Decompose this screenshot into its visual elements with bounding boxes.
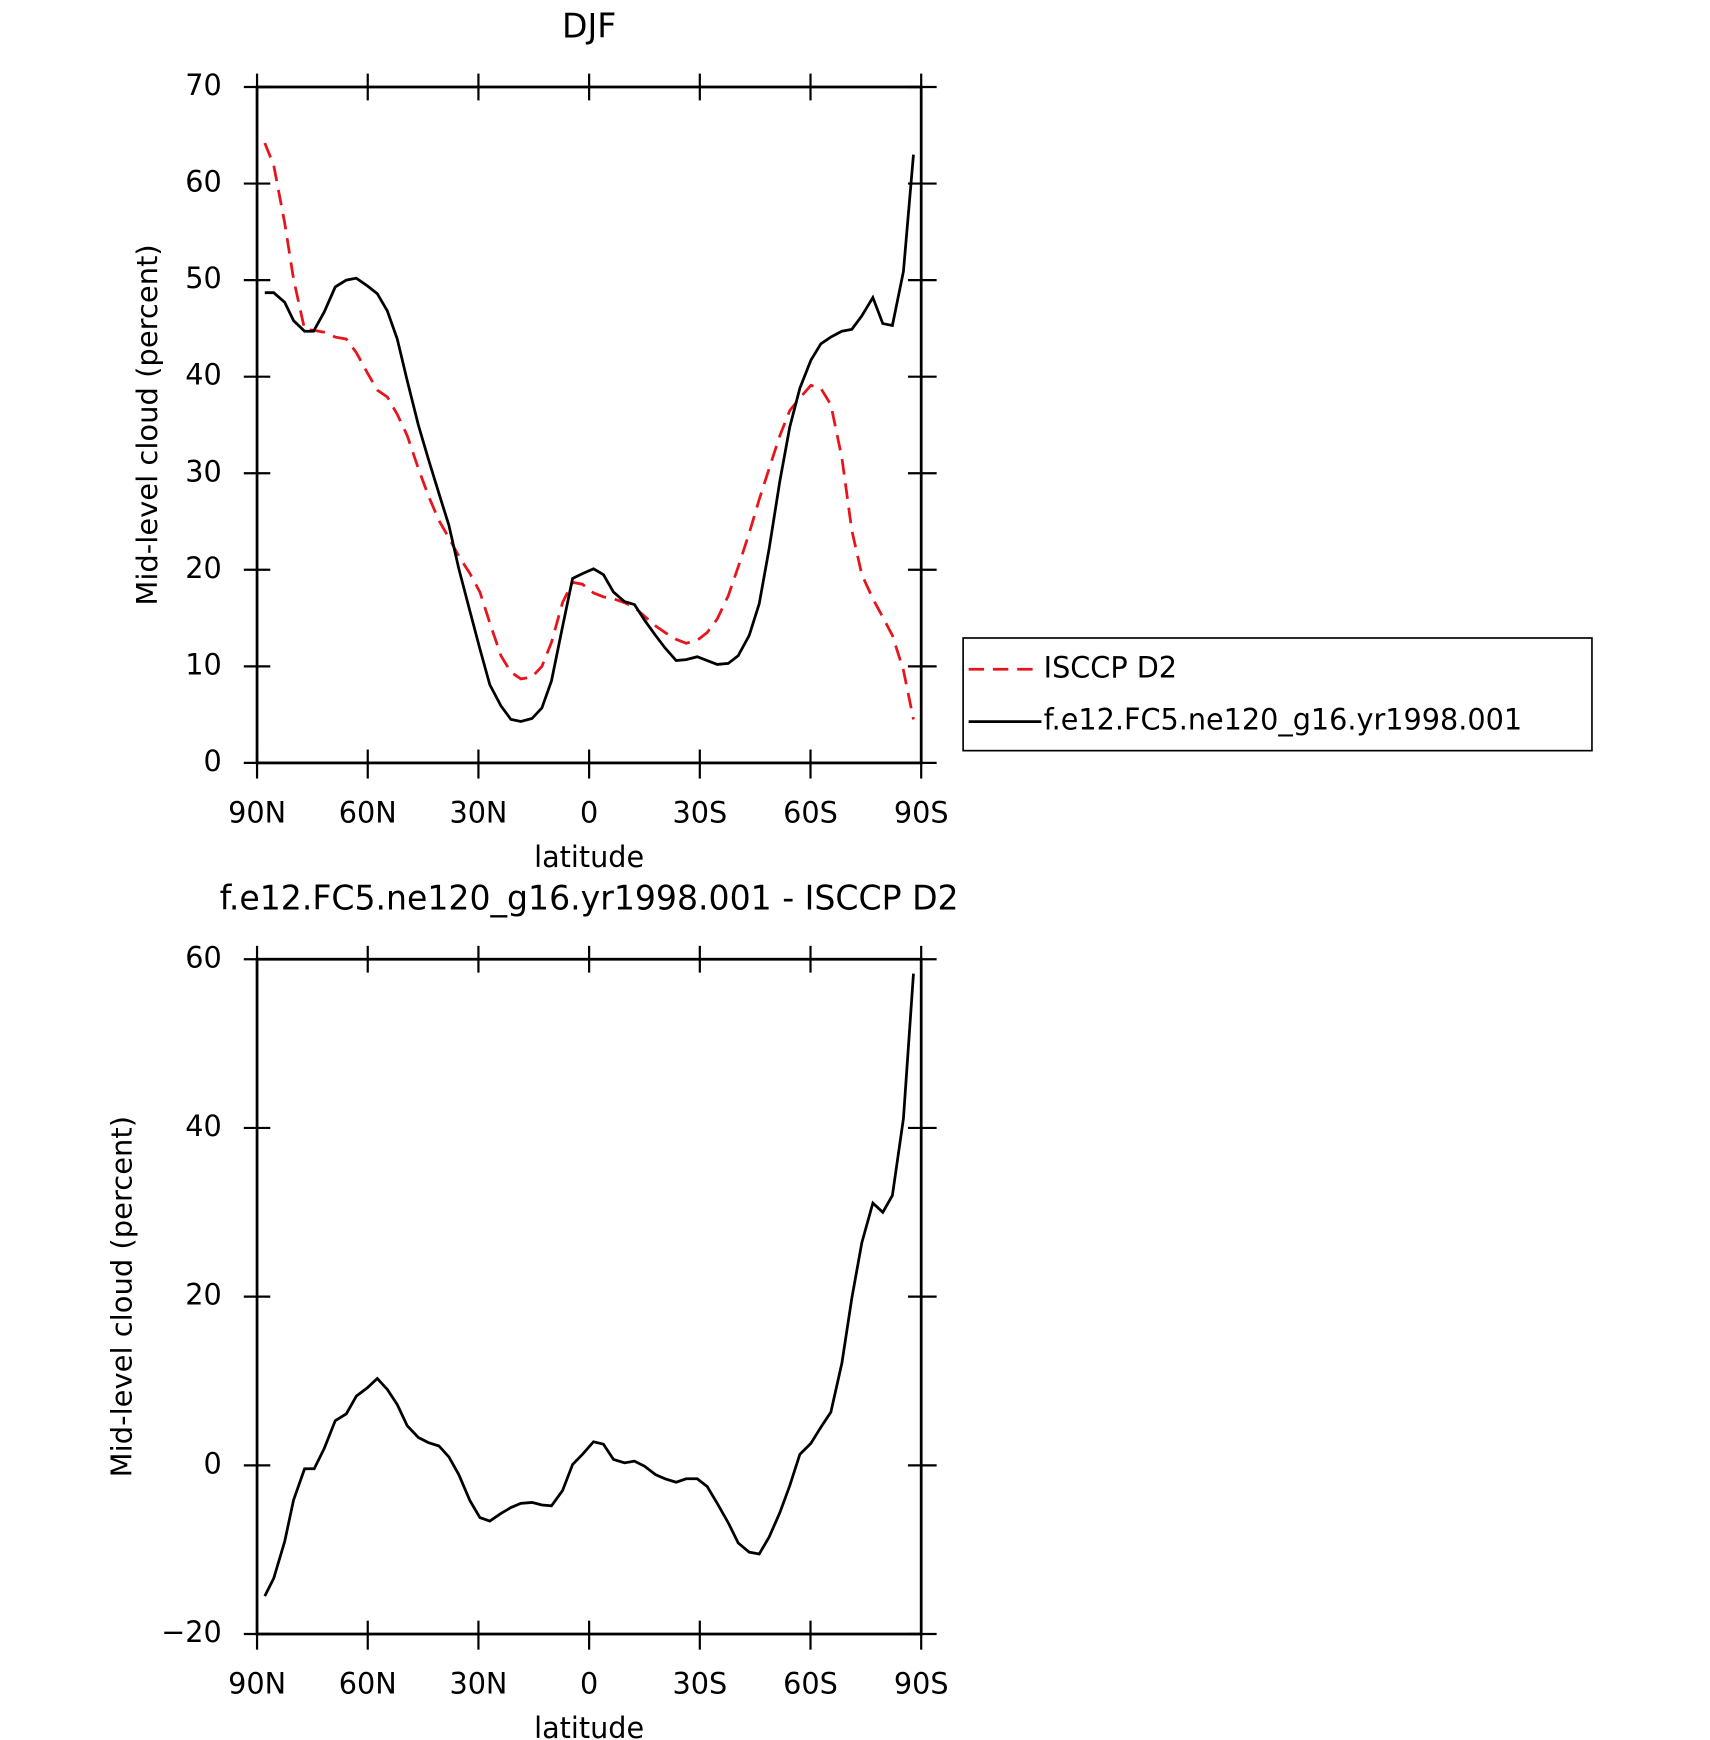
- y-tick-label: 20: [185, 1278, 221, 1312]
- y-axis-label: Mid-level cloud (percent): [130, 244, 164, 605]
- x-tick-label: 90S: [894, 1666, 949, 1700]
- plot-frame: [255, 85, 923, 765]
- y-tick-label: 30: [185, 454, 221, 488]
- x-tick-label: 60N: [339, 1666, 397, 1700]
- y-tick-label: 10: [185, 647, 221, 681]
- x-tick-label: 60S: [783, 795, 838, 829]
- x-tick-label: 0: [580, 1666, 598, 1700]
- legend-label: f.e12.FC5.ne120_g16.yr1998.001: [1044, 703, 1522, 737]
- legend-box: [962, 637, 1593, 752]
- y-tick-label: 0: [204, 1446, 222, 1480]
- x-tick-label: 90S: [894, 795, 949, 829]
- y-tick-label: 40: [185, 1109, 221, 1143]
- y-tick-label: 0: [204, 744, 222, 778]
- series-line: [263, 973, 915, 1597]
- y-axis-label: Mid-level cloud (percent): [105, 1116, 139, 1477]
- legend-label: ISCCP D2: [1044, 650, 1177, 684]
- plot-frame: [255, 957, 923, 1636]
- x-tick-label: 30S: [672, 795, 727, 829]
- y-tick-label: 50: [185, 261, 221, 295]
- y-tick-label: −20: [161, 1615, 222, 1649]
- x-axis-label: latitude: [534, 840, 644, 874]
- x-tick-label: 0: [580, 795, 598, 829]
- chart-title: f.e12.FC5.ne120_g16.yr1998.001 - ISCCP D…: [220, 878, 959, 917]
- x-tick-label: 30S: [672, 1666, 727, 1700]
- y-tick-label: 70: [185, 68, 221, 102]
- x-tick-label: 90N: [228, 795, 286, 829]
- series-line: [263, 142, 915, 720]
- y-tick-label: 60: [185, 164, 221, 198]
- series-line: [264, 154, 915, 723]
- y-tick-label: 20: [185, 551, 221, 585]
- y-tick-label: 40: [185, 358, 221, 392]
- x-tick-label: 60S: [783, 1666, 838, 1700]
- y-tick-label: 60: [185, 940, 221, 974]
- x-axis-label: latitude: [534, 1711, 644, 1740]
- x-tick-label: 30N: [449, 795, 507, 829]
- x-tick-label: 30N: [449, 1666, 507, 1700]
- x-tick-label: 90N: [228, 1666, 286, 1700]
- x-tick-label: 60N: [339, 795, 397, 829]
- chart-title: DJF: [562, 6, 616, 45]
